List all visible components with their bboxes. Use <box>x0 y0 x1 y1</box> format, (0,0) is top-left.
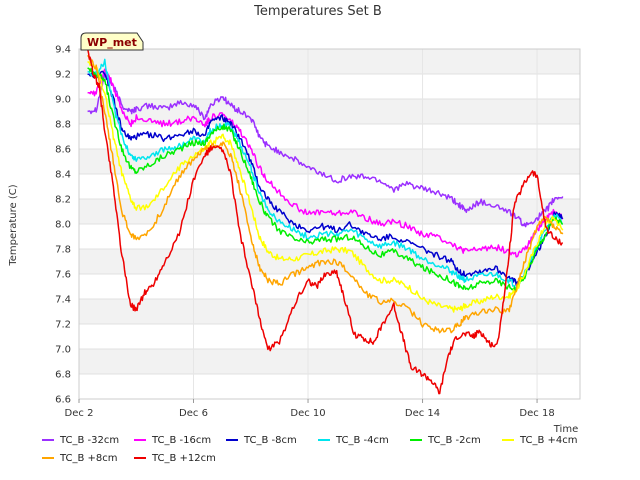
x-axis-ticks: Dec 2 Dec 6 Dec 10 Dec 14 Dec 18 <box>65 399 555 419</box>
station-badge: WP_met <box>80 32 144 51</box>
y-tick-label: 6.8 <box>55 370 71 381</box>
series-line-tc-b-32cm <box>87 71 564 228</box>
legend-label: TC_B -4cm <box>335 435 389 446</box>
plot-band <box>79 74 580 99</box>
plot-band <box>79 49 580 74</box>
plot-band <box>79 374 580 399</box>
x-tick-label: Dec 6 <box>179 408 208 419</box>
plot-band <box>79 99 580 124</box>
legend-label: TC_B +8cm <box>59 453 118 464</box>
station-badge-label: WP_met <box>87 36 137 49</box>
y-tick-label: 7.0 <box>55 345 71 356</box>
plot-band <box>79 324 580 349</box>
series-line-tc-b-16cm <box>87 68 564 258</box>
y-tick-label: 9.4 <box>55 45 71 56</box>
plot-band <box>79 174 580 199</box>
x-tick-label: Dec 18 <box>519 408 554 419</box>
legend-label: TC_B -8cm <box>243 435 297 446</box>
series-lines <box>86 48 564 395</box>
plot-frame <box>78 48 581 400</box>
grid-lines <box>78 48 581 400</box>
plot-band <box>79 124 580 149</box>
y-axis-label: Temperature (C) <box>8 184 19 266</box>
legend-label: TC_B -16cm <box>151 435 211 446</box>
series-line-tc-b-4cm <box>87 60 564 313</box>
legend-label: TC_B +4cm <box>519 435 578 446</box>
plot-band <box>79 349 580 374</box>
chart-title: Temperatures Set B <box>253 4 382 19</box>
y-tick-label: 9.0 <box>55 95 71 106</box>
y-tick-label: 8.6 <box>55 145 71 156</box>
x-tick-label: Dec 10 <box>290 408 325 419</box>
y-axis-ticks: 6.6 6.8 7.0 7.2 7.4 7.6 7.8 8.0 8.2 8.4 8.6 8.8 9.0 9… <box>55 45 71 406</box>
legend: TC_B -32cm TC_B -16cm TC_B -8cm TC_B -4cm TC… <box>42 435 578 464</box>
y-tick-label: 7.4 <box>55 295 71 306</box>
series-line-tc-b-4cm <box>87 58 563 289</box>
legend-label: TC_B -32cm <box>59 435 119 446</box>
x-tick-label: Dec 14 <box>405 408 440 419</box>
legend-label: TC_B -2cm <box>427 435 481 446</box>
plot-band <box>79 299 580 324</box>
y-tick-label: 7.8 <box>55 245 71 256</box>
y-tick-label: 6.6 <box>55 395 71 406</box>
series-line-tc-b-8cm <box>87 70 564 286</box>
x-axis-label: Time <box>553 424 578 435</box>
series-line-tc-b-2cm <box>87 67 563 292</box>
series-line-tc-b-12cm <box>86 48 564 395</box>
y-tick-label: 8.2 <box>55 195 71 206</box>
legend-label: TC_B +12cm <box>151 453 216 464</box>
x-tick-label: Dec 2 <box>65 408 94 419</box>
y-tick-label: 7.6 <box>55 270 71 281</box>
plot-band <box>79 149 580 174</box>
y-tick-label: 8.4 <box>55 170 71 181</box>
plot-background <box>79 49 580 399</box>
y-tick-label: 8.0 <box>55 220 71 231</box>
y-tick-label: 9.2 <box>55 70 71 81</box>
series-line-tc-b-8cm <box>86 54 564 334</box>
y-tick-label: 8.8 <box>55 120 71 131</box>
y-tick-label: 7.2 <box>55 320 71 331</box>
